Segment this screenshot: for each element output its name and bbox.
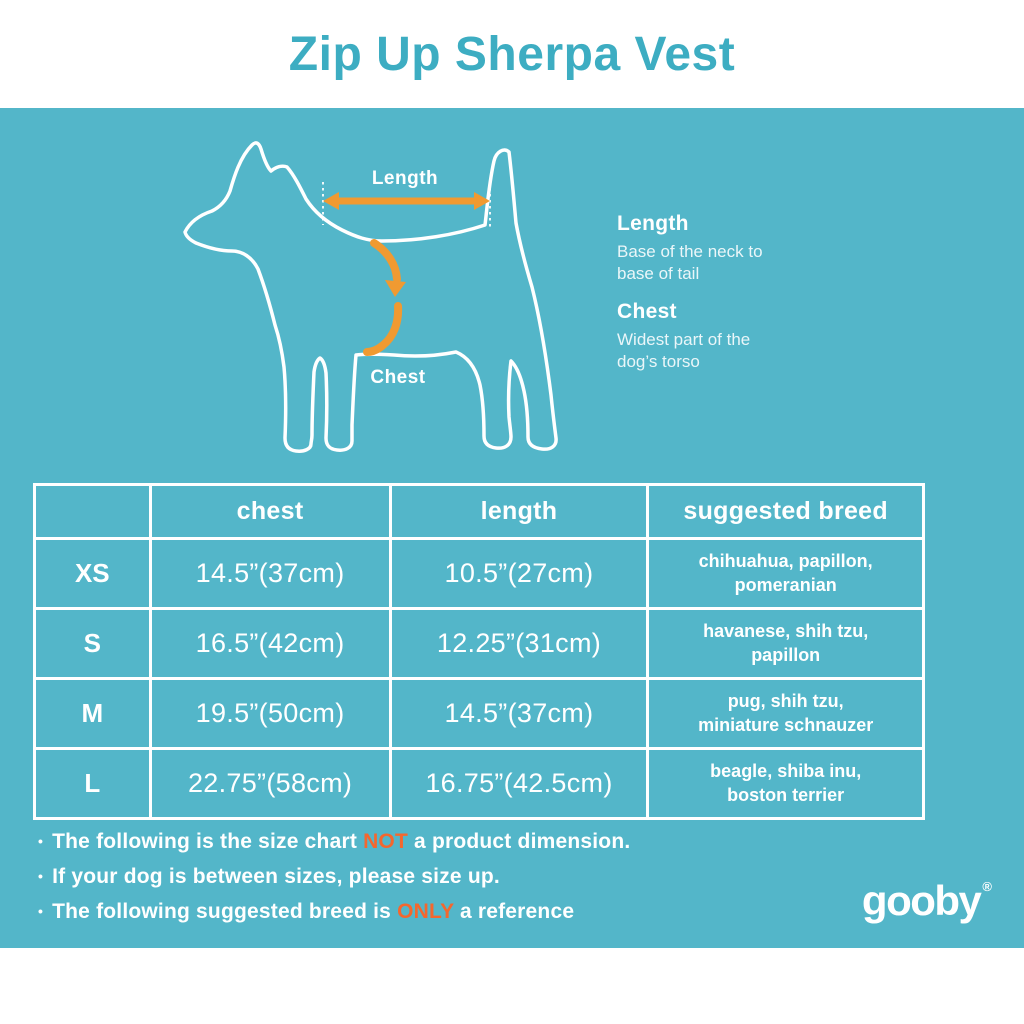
chest-value: 14.5”(37cm) xyxy=(148,537,392,610)
note-text: The following suggested breed is xyxy=(52,900,398,923)
note-text: a product dimension. xyxy=(408,830,631,853)
breed-value: havanese, shih tzu, papillon xyxy=(646,607,925,680)
breed-value: beagle, shiba inu, boston terrier xyxy=(646,747,925,820)
size-chart-table: chest length suggested breed XS 14.5”(37… xyxy=(33,483,925,820)
length-definition-term: Length xyxy=(617,212,689,235)
gooby-logo-text: gooby xyxy=(861,877,982,924)
column-header-suggested-breed: suggested breed xyxy=(646,483,925,540)
chest-definition-term: Chest xyxy=(617,300,677,323)
note-breed-reference-disclaimer: • The following suggested breed is ONLY a… xyxy=(38,894,630,929)
size-label: L xyxy=(33,747,152,820)
page-title: Zip Up Sherpa Vest xyxy=(288,27,736,81)
note-highlight: NOT xyxy=(363,830,408,853)
length-arrow-icon xyxy=(323,192,490,210)
bottom-margin-band xyxy=(0,948,1024,1024)
table-row: XS 14.5”(37cm) 10.5”(27cm) chihuahua, pa… xyxy=(33,537,925,610)
note-text: If your dog is between sizes, please siz… xyxy=(52,865,500,888)
column-header-length: length xyxy=(388,483,650,540)
length-arrow-label: Length xyxy=(372,168,438,189)
dog-measurement-diagram: Length Chest xyxy=(183,141,558,453)
column-header-size xyxy=(33,483,152,540)
dog-silhouette-icon xyxy=(183,141,558,453)
length-definition-description: Base of the neck to base of tail xyxy=(617,242,763,284)
note-text: a reference xyxy=(453,900,575,923)
chest-value: 16.5”(42cm) xyxy=(148,607,392,680)
bullet-icon: • xyxy=(38,833,44,849)
breed-value: chihuahua, papillon, pomeranian xyxy=(646,537,925,610)
registered-trademark-icon: ® xyxy=(982,879,992,894)
table-row: L 22.75”(58cm) 16.75”(42.5cm) beagle, sh… xyxy=(33,747,925,820)
length-value: 16.75”(42.5cm) xyxy=(388,747,650,820)
note-text: The following is the size chart xyxy=(52,830,364,853)
table-header-row: chest length suggested breed xyxy=(33,483,925,540)
chest-definition-description: Widest part of the dog’s torso xyxy=(617,330,751,372)
size-label: M xyxy=(33,677,152,750)
content-panel: Length Chest Length Base of the neck to … xyxy=(0,108,1024,948)
length-value: 10.5”(27cm) xyxy=(388,537,650,610)
length-value: 12.25”(31cm) xyxy=(388,607,650,680)
bullet-icon: • xyxy=(38,903,44,919)
size-label: XS xyxy=(33,537,152,610)
table-row: M 19.5”(50cm) 14.5”(37cm) pug, shih tzu,… xyxy=(33,677,925,750)
column-header-chest: chest xyxy=(148,483,392,540)
chest-arrow-label: Chest xyxy=(370,367,425,388)
note-highlight: ONLY xyxy=(397,900,454,923)
chest-value: 19.5”(50cm) xyxy=(148,677,392,750)
title-band: Zip Up Sherpa Vest xyxy=(0,0,1024,108)
chest-arrow-icon xyxy=(363,239,406,356)
breed-value: pug, shih tzu, miniature schnauzer xyxy=(646,677,925,750)
bullet-icon: • xyxy=(38,868,44,884)
length-definition: Length Base of the neck to base of tail xyxy=(617,212,807,286)
table-row: S 16.5”(42cm) 12.25”(31cm) havanese, shi… xyxy=(33,607,925,680)
chest-definition: Chest Widest part of the dog’s torso xyxy=(617,300,807,374)
size-label: S xyxy=(33,607,152,680)
gooby-logo: gooby ® xyxy=(862,880,992,922)
chest-value: 22.75”(58cm) xyxy=(148,747,392,820)
note-size-chart-disclaimer: • The following is the size chart NOT a p… xyxy=(38,824,630,859)
footnotes: • The following is the size chart NOT a p… xyxy=(38,824,630,929)
length-value: 14.5”(37cm) xyxy=(388,677,650,750)
note-size-up-advice: • If your dog is between sizes, please si… xyxy=(38,859,630,894)
